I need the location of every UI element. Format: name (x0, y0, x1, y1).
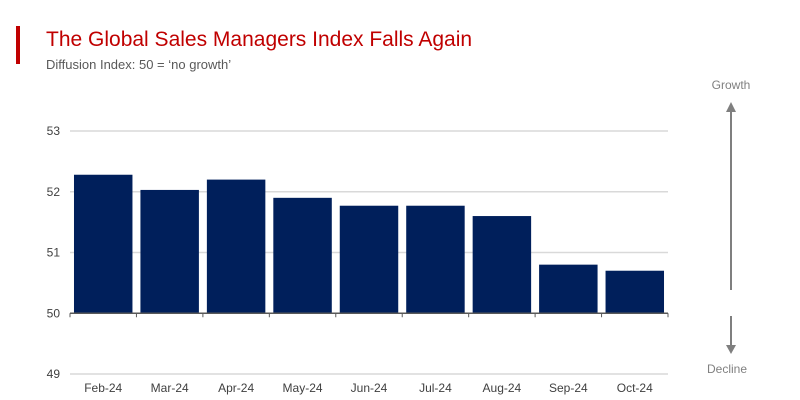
x-tick-label: Oct-24 (617, 381, 653, 395)
x-tick-labels: Feb-24 Mar-24 Apr-24 May-24 Jun-24 Jul-24 Aug-… (84, 381, 653, 395)
y-tick-labels: 49 50 51 52 53 (47, 124, 61, 381)
y-tick-label: 51 (47, 246, 61, 260)
bar-oct-24 (605, 270, 665, 314)
growth-decline-indicator: Growth Decline (707, 78, 750, 376)
chart-title: The Global Sales Managers Index Falls Ag… (46, 28, 473, 51)
bar-aug-24 (472, 216, 532, 314)
y-tick-label: 49 (47, 367, 61, 381)
x-tick-label: Jul-24 (419, 381, 452, 395)
y-tick-label: 52 (47, 185, 61, 199)
x-tick-label: Feb-24 (84, 381, 122, 395)
x-tick-label: Aug-24 (483, 381, 522, 395)
bars (73, 174, 665, 314)
chart-subtitle: Diffusion Index: 50 = ‘no growth’ (46, 57, 232, 72)
growth-label: Growth (712, 78, 751, 92)
baseline-axis (69, 312, 669, 318)
title-accent-bar (16, 26, 20, 64)
bar-mar-24 (140, 189, 199, 314)
y-tick-label: 50 (47, 306, 61, 320)
x-tick-label: Jun-24 (351, 381, 388, 395)
bar-feb-24 (73, 174, 133, 314)
bar-sep-24 (539, 264, 598, 314)
decline-arrow-icon (726, 345, 736, 354)
decline-label: Decline (707, 362, 747, 376)
x-tick-label: Mar-24 (151, 381, 189, 395)
growth-arrow-icon (726, 102, 736, 112)
bar-apr-24 (206, 179, 266, 314)
bar-may-24 (273, 197, 332, 314)
bar-jul-24 (406, 205, 465, 314)
bar-jun-24 (339, 205, 399, 314)
y-tick-label: 53 (47, 124, 61, 138)
x-tick-label: Apr-24 (218, 381, 254, 395)
x-tick-label: Sep-24 (549, 381, 588, 395)
x-tick-label: May-24 (283, 381, 323, 395)
